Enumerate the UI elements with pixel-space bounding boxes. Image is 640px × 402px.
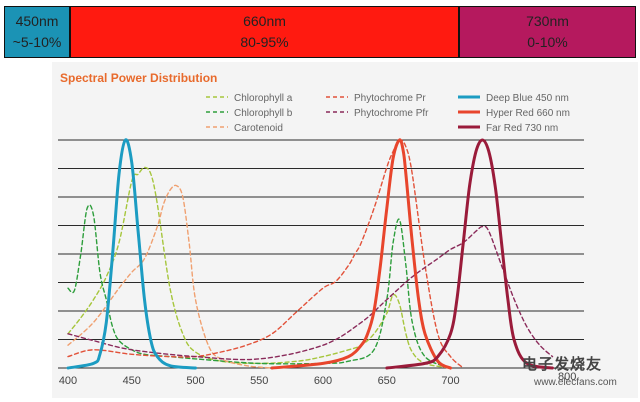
legend-label: Phytochrome Pfr xyxy=(354,108,429,119)
legend-label: Hyper Red 660 nm xyxy=(486,108,570,119)
x-tick-label: 600 xyxy=(314,375,332,387)
series-line-deep-blue-450-nm xyxy=(66,138,197,370)
series-line-phytochrome-pfr xyxy=(67,225,554,361)
band-660nm-value: 80-95% xyxy=(240,34,289,50)
chart-background xyxy=(52,62,638,398)
x-tick-label: 650 xyxy=(378,375,396,387)
watermark-url: www.elecfans.com xyxy=(534,377,617,388)
chart-title: Spectral Power Distribution xyxy=(60,71,218,85)
band-660nm: 660nm 80-95% xyxy=(70,6,459,58)
series-line-carotenoid xyxy=(67,184,273,369)
x-tick-label: 400 xyxy=(59,375,77,387)
x-tick-label: 700 xyxy=(441,375,459,387)
band-450nm-value: ~5-10% xyxy=(12,34,62,50)
x-tick-label: 550 xyxy=(250,375,268,387)
legend-label: Carotenoid xyxy=(234,123,283,134)
legend-label: Far Red 730 nm xyxy=(486,123,558,134)
band-730nm-value: 0-10% xyxy=(527,34,568,50)
band-660nm-label: 660nm xyxy=(243,13,286,29)
legend-label: Chlorophyll b xyxy=(234,108,293,119)
x-tick-label: 450 xyxy=(123,375,141,387)
band-450nm: 450nm ~5-10% xyxy=(4,6,70,58)
series-line-chlorophyll-b xyxy=(67,204,452,369)
legend-label: Phytochrome Pr xyxy=(354,93,426,104)
legend-label: Chlorophyll a xyxy=(234,93,293,104)
extra-tick-800: 800 xyxy=(558,371,577,383)
band-450nm-label: 450nm xyxy=(15,13,59,29)
legend-label: Deep Blue 450 nm xyxy=(486,93,569,104)
band-730nm-label: 730nm xyxy=(526,13,569,29)
watermark: 800 电子发烧友 www.elecfans.com xyxy=(520,352,630,398)
x-tick-label: 500 xyxy=(186,375,204,387)
series-line-hyper-red-660-nm xyxy=(270,138,452,370)
series-line-chlorophyll-a xyxy=(67,166,452,369)
series-line-far-red-730-nm xyxy=(385,138,554,370)
watermark-cn: 电子发烧友 xyxy=(522,356,603,373)
band-730nm: 730nm 0-10% xyxy=(459,6,636,58)
